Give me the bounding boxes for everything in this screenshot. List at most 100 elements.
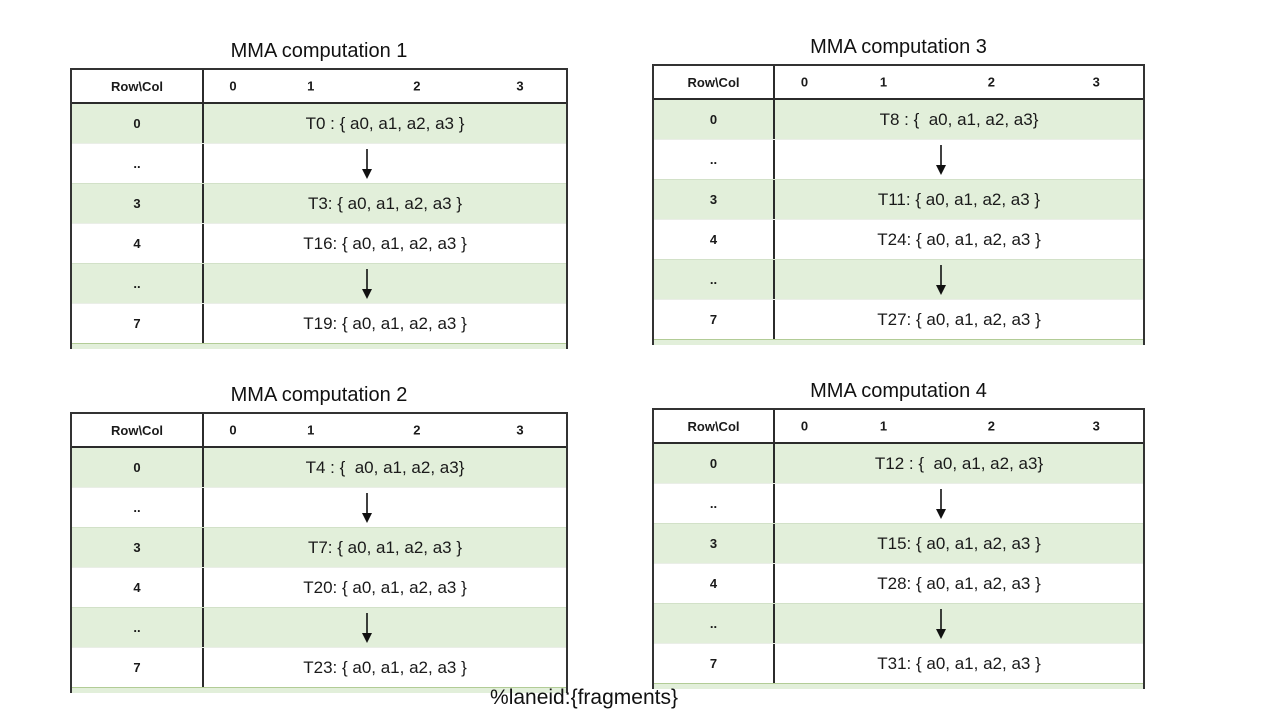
row-label: 7 [654, 644, 775, 683]
down-arrow-icon [935, 264, 946, 295]
row-label: 3 [72, 528, 204, 567]
table-row: 0 T8 : { a0, a1, a2, a3} [654, 100, 1143, 139]
fragment-cell: T24: { a0, a1, a2, a3 } [775, 220, 1143, 259]
table-row: .. [654, 603, 1143, 643]
table-row: .. [654, 483, 1143, 523]
row-label: 7 [654, 300, 775, 339]
fragment-cell [775, 604, 1143, 643]
fragment-cell [204, 488, 566, 527]
down-arrow-icon [361, 148, 372, 179]
fragment-cell [204, 144, 566, 183]
row-label: 0 [654, 444, 775, 483]
row-label: 3 [654, 180, 775, 219]
fragment-text: T31: { a0, a1, a2, a3 } [877, 653, 1041, 673]
fragment-text: T12 : { a0, a1, a2, a3} [874, 453, 1044, 473]
down-arrow-icon [935, 144, 946, 175]
fragment-cell: T20: { a0, a1, a2, a3 } [204, 568, 566, 607]
fragment-cell: T12 : { a0, a1, a2, a3} [775, 444, 1143, 483]
table-row: .. [654, 139, 1143, 179]
col-header-2: 2 [987, 418, 995, 434]
col-header-0: 0 [800, 418, 809, 434]
column-headers: 0 1 2 3 [775, 410, 1143, 442]
column-headers: 0 1 2 3 [204, 414, 566, 446]
corner-header-cell: Row\Col [72, 70, 204, 102]
row-label: .. [654, 260, 775, 299]
column-headers: 0 1 2 3 [775, 66, 1143, 98]
row-label: 4 [72, 224, 204, 263]
row-label: 0 [72, 104, 204, 143]
panel-mma-computation-2: MMA computation 2 Row\Col 0 1 2 3 0 T4 :… [70, 382, 568, 693]
col-header-1: 1 [879, 74, 888, 90]
table-title: MMA computation 1 [230, 40, 408, 62]
fragment-cell: T15: { a0, a1, a2, a3 } [775, 524, 1143, 563]
fragment-cell [775, 140, 1143, 179]
table-row: 3 T7: { a0, a1, a2, a3 } [72, 527, 566, 567]
table-row: 0 T4 : { a0, a1, a2, a3} [72, 448, 566, 487]
col-header-2: 2 [413, 422, 421, 438]
col-header-0: 0 [229, 78, 237, 94]
row-label: 7 [72, 304, 204, 343]
row-label: .. [654, 604, 775, 643]
row-label: .. [654, 484, 775, 523]
partial-row-strip [654, 683, 1143, 689]
table-header-row: Row\Col 0 1 2 3 [654, 66, 1143, 100]
fragment-text: T19: { a0, a1, a2, a3 } [303, 313, 467, 333]
row-label: 0 [72, 448, 204, 487]
table-row: .. [72, 143, 566, 183]
fragment-text: T3: { a0, a1, a2, a3 } [307, 193, 463, 213]
col-header-1: 1 [307, 422, 315, 438]
fragment-cell: T4 : { a0, a1, a2, a3} [204, 448, 566, 487]
table-row: 4 T28: { a0, a1, a2, a3 } [654, 563, 1143, 603]
col-header-0: 0 [229, 422, 237, 438]
col-header-3: 3 [516, 78, 524, 94]
fragment-cell [775, 260, 1143, 299]
table-header-row: Row\Col 0 1 2 3 [72, 70, 566, 104]
row-label: 7 [72, 648, 204, 687]
table-header-row: Row\Col 0 1 2 3 [654, 410, 1143, 444]
fragment-text: T11: { a0, a1, a2, a3 } [877, 189, 1041, 209]
fragment-cell: T3: { a0, a1, a2, a3 } [204, 184, 566, 223]
fragment-cell: T0 : { a0, a1, a2, a3 } [204, 104, 566, 143]
fragment-text: T4 : { a0, a1, a2, a3} [305, 457, 465, 477]
fragment-text: T20: { a0, a1, a2, a3 } [303, 577, 467, 597]
panel-mma-computation-3: MMA computation 3 Row\Col 0 1 2 3 0 T8 :… [652, 34, 1145, 345]
fragment-text: T15: { a0, a1, a2, a3 } [877, 533, 1041, 553]
panel-mma-computation-1: MMA computation 1 Row\Col 0 1 2 3 0 T0 :… [70, 38, 568, 349]
table-row: 4 T20: { a0, a1, a2, a3 } [72, 567, 566, 607]
fragment-cell: T23: { a0, a1, a2, a3 } [204, 648, 566, 687]
row-label: 4 [654, 564, 775, 603]
fragment-text: T23: { a0, a1, a2, a3 } [303, 657, 467, 677]
down-arrow-icon [935, 488, 946, 519]
row-label: 3 [654, 524, 775, 563]
fragment-text: T0 : { a0, a1, a2, a3 } [305, 113, 465, 133]
fragment-cell: T11: { a0, a1, a2, a3 } [775, 180, 1143, 219]
fragment-cell: T31: { a0, a1, a2, a3 } [775, 644, 1143, 683]
fragment-cell [204, 264, 566, 303]
laneid-fragments-caption: %laneid:{fragments} [490, 686, 678, 709]
fragment-cell: T19: { a0, a1, a2, a3 } [204, 304, 566, 343]
row-label: .. [654, 140, 775, 179]
down-arrow-icon [361, 268, 372, 299]
corner-header-cell: Row\Col [654, 66, 775, 98]
table-row: 4 T16: { a0, a1, a2, a3 } [72, 223, 566, 263]
column-headers: 0 1 2 3 [204, 70, 566, 102]
partial-row-strip [72, 343, 566, 349]
fragment-cell: T7: { a0, a1, a2, a3 } [204, 528, 566, 567]
fragment-cell [204, 608, 566, 647]
col-header-1: 1 [879, 418, 888, 434]
mma-table-1: Row\Col 0 1 2 3 0 T0 : { a0, a1, a2, a3 … [70, 68, 568, 349]
col-header-3: 3 [1092, 418, 1100, 434]
partial-row-strip [654, 339, 1143, 345]
fragment-text: T16: { a0, a1, a2, a3 } [303, 233, 467, 253]
table-row: 7 T31: { a0, a1, a2, a3 } [654, 643, 1143, 683]
table-title: MMA computation 3 [810, 36, 987, 58]
mma-table-4: Row\Col 0 1 2 3 0 T12 : { a0, a1, a2, a3… [652, 408, 1145, 689]
fragment-text: T24: { a0, a1, a2, a3 } [877, 229, 1041, 249]
down-arrow-icon [935, 608, 946, 639]
table-row: .. [72, 263, 566, 303]
row-label: .. [72, 264, 204, 303]
row-label: 4 [654, 220, 775, 259]
corner-header-cell: Row\Col [72, 414, 204, 446]
fragment-cell [775, 484, 1143, 523]
